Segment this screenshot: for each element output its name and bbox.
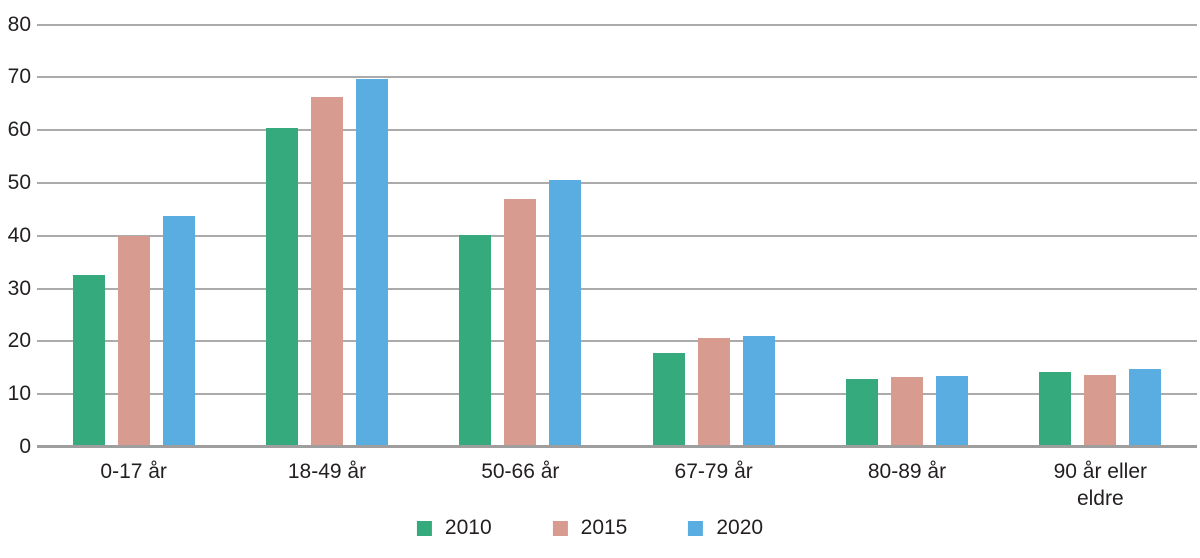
y-axis-label: 80 xyxy=(7,12,31,36)
x-axis-line xyxy=(37,444,1197,448)
y-axis-label: 10 xyxy=(7,382,31,406)
bar-2015 xyxy=(1084,375,1117,447)
legend-swatch-icon xyxy=(416,520,432,536)
legend-label: 2020 xyxy=(716,516,764,539)
x-axis-label: 80-89 år xyxy=(867,460,947,483)
legend: 2010 2015 2020 xyxy=(416,514,763,542)
legend-swatch-icon xyxy=(552,520,568,536)
bar-group xyxy=(424,25,617,447)
gridline xyxy=(37,23,1197,26)
bar-2015 xyxy=(697,337,730,447)
plot-area xyxy=(37,23,1197,448)
legend-item: 2010 xyxy=(416,514,492,542)
x-axis-label: 50-66 år xyxy=(481,460,560,483)
bar-group xyxy=(37,25,230,447)
gridline xyxy=(37,234,1197,237)
bar-2020 xyxy=(549,179,582,447)
bar-2020 xyxy=(355,78,388,447)
bar-2010 xyxy=(72,274,105,447)
bar-2020 xyxy=(742,336,775,447)
x-axis-label: 18-49 år xyxy=(287,460,367,483)
legend-label: 2015 xyxy=(580,516,628,539)
bar-group xyxy=(810,25,1003,447)
x-axis-label: 90 år eller eldre xyxy=(1053,460,1147,510)
gridline xyxy=(37,181,1197,184)
y-axis-label: 50 xyxy=(7,171,31,194)
bar-groups xyxy=(37,25,1197,447)
bar-2010 xyxy=(652,353,685,447)
bar-2015 xyxy=(890,376,923,447)
gridline xyxy=(37,287,1197,290)
y-axis-label: 30 xyxy=(7,276,31,300)
y-axis-label: 0 xyxy=(19,435,31,458)
bar-2020 xyxy=(1129,368,1162,447)
legend-swatch-icon xyxy=(688,520,704,536)
bar-group xyxy=(1004,25,1197,447)
bar-2015 xyxy=(310,97,343,447)
y-axis-label: 60 xyxy=(7,118,31,142)
bar-2010 xyxy=(459,235,492,447)
y-axis-label: 20 xyxy=(7,329,31,353)
gridline xyxy=(37,340,1197,343)
bar-2010 xyxy=(845,379,878,447)
bar-2020 xyxy=(935,376,968,447)
legend-item: 2020 xyxy=(688,514,763,542)
bar-group xyxy=(230,25,423,447)
x-axis-label: 0-17 år xyxy=(100,460,167,483)
bar-2015 xyxy=(117,235,150,447)
x-axis-labels: 0-17 år 18-49 år 50-66 år 67-79 år 80-89 år 9… xyxy=(37,458,1197,512)
y-axis-label: 70 xyxy=(7,65,31,89)
gridline xyxy=(37,129,1197,132)
legend-item: 2015 xyxy=(552,514,628,542)
gridline xyxy=(37,393,1197,396)
gridline xyxy=(37,76,1197,79)
y-axis-label: 40 xyxy=(7,223,31,247)
bar-2020 xyxy=(162,216,195,447)
legend-label: 2010 xyxy=(444,516,492,539)
bar-group xyxy=(617,25,810,447)
bar-2015 xyxy=(504,199,537,447)
bar-2010 xyxy=(265,128,298,447)
bar-2010 xyxy=(1039,372,1072,447)
x-axis-label: 67-79 år xyxy=(674,460,753,483)
